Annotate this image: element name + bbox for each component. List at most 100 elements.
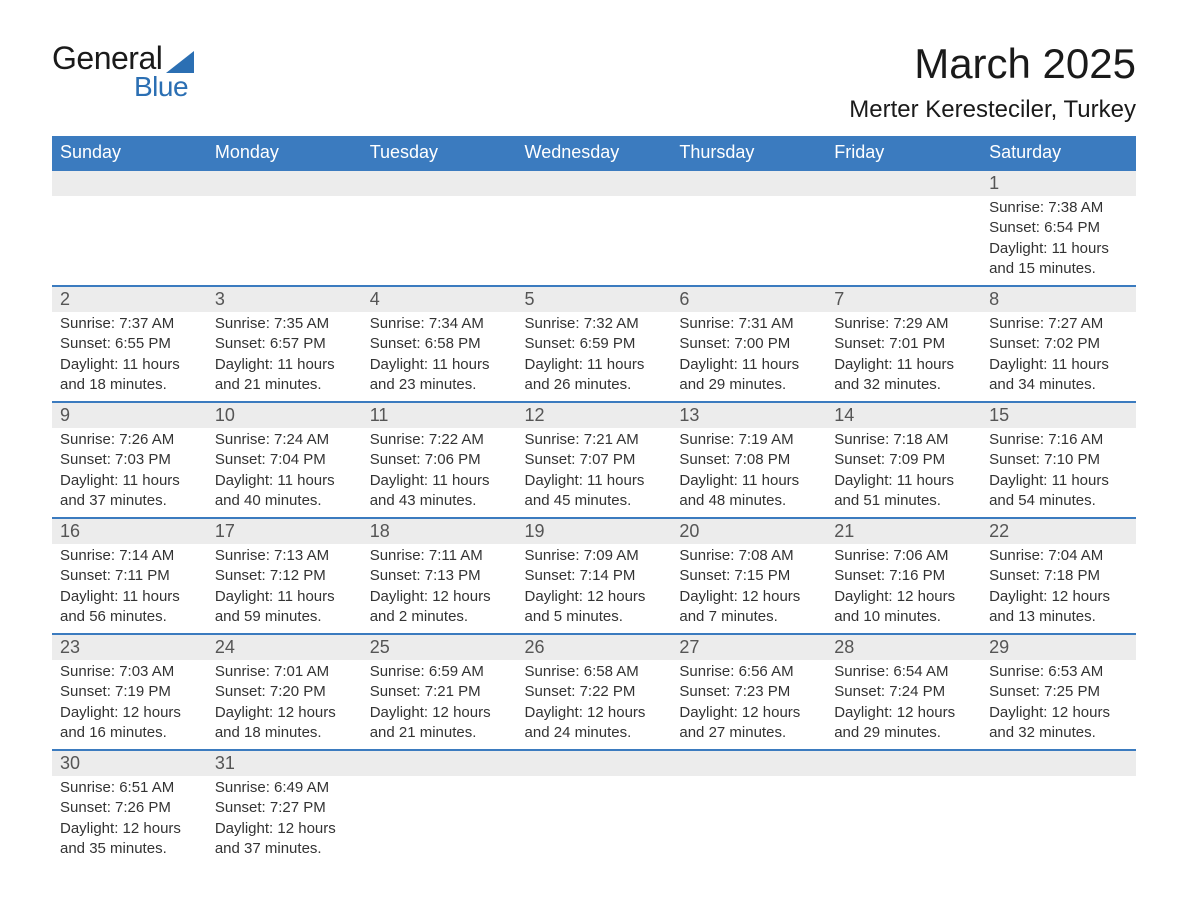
day-data-cell: Sunrise: 6:59 AMSunset: 7:21 PMDaylight:…: [362, 660, 517, 750]
day-number-cell: [671, 750, 826, 776]
day-number-row: 9101112131415: [52, 402, 1136, 428]
day-data-cell: [517, 776, 672, 865]
day-data-cell: Sunrise: 7:26 AMSunset: 7:03 PMDaylight:…: [52, 428, 207, 518]
day-data-cell: Sunrise: 7:34 AMSunset: 6:58 PMDaylight:…: [362, 312, 517, 402]
day-data-cell: Sunrise: 7:13 AMSunset: 7:12 PMDaylight:…: [207, 544, 362, 634]
sunrise-line: Sunrise: 7:01 AM: [215, 662, 354, 682]
sunrise-line: Sunrise: 6:53 AM: [989, 662, 1128, 682]
day-data-cell: Sunrise: 7:31 AMSunset: 7:00 PMDaylight:…: [671, 312, 826, 402]
day-number-cell: 5: [517, 286, 672, 312]
daylight-line: Daylight: 11 hours and 18 minutes.: [60, 355, 199, 396]
sunrise-line: Sunrise: 7:26 AM: [60, 430, 199, 450]
day-number-cell: [981, 750, 1136, 776]
day-data-cell: Sunrise: 7:22 AMSunset: 7:06 PMDaylight:…: [362, 428, 517, 518]
day-data-cell: Sunrise: 7:08 AMSunset: 7:15 PMDaylight:…: [671, 544, 826, 634]
day-data-cell: Sunrise: 7:04 AMSunset: 7:18 PMDaylight:…: [981, 544, 1136, 634]
day-number-cell: 16: [52, 518, 207, 544]
sunrise-line: Sunrise: 7:18 AM: [834, 430, 973, 450]
day-number-cell: 20: [671, 518, 826, 544]
sunrise-line: Sunrise: 7:27 AM: [989, 314, 1128, 334]
day-number-cell: [517, 170, 672, 196]
daylight-line: Daylight: 12 hours and 35 minutes.: [60, 819, 199, 860]
sunset-line: Sunset: 7:10 PM: [989, 450, 1128, 470]
day-data-cell: Sunrise: 7:16 AMSunset: 7:10 PMDaylight:…: [981, 428, 1136, 518]
day-number-row: 23242526272829: [52, 634, 1136, 660]
sunset-line: Sunset: 7:21 PM: [370, 682, 509, 702]
sunset-line: Sunset: 7:23 PM: [679, 682, 818, 702]
day-data-cell: Sunrise: 7:27 AMSunset: 7:02 PMDaylight:…: [981, 312, 1136, 402]
sunrise-line: Sunrise: 7:21 AM: [525, 430, 664, 450]
day-number-cell: 13: [671, 402, 826, 428]
day-number-cell: [362, 170, 517, 196]
sunrise-line: Sunrise: 6:59 AM: [370, 662, 509, 682]
sunset-line: Sunset: 7:19 PM: [60, 682, 199, 702]
day-number-cell: 30: [52, 750, 207, 776]
day-number-cell: 6: [671, 286, 826, 312]
day-data-cell: [671, 776, 826, 865]
sunrise-line: Sunrise: 7:37 AM: [60, 314, 199, 334]
day-header: Thursday: [671, 136, 826, 170]
sunrise-line: Sunrise: 7:19 AM: [679, 430, 818, 450]
daylight-line: Daylight: 11 hours and 23 minutes.: [370, 355, 509, 396]
daylight-line: Daylight: 11 hours and 43 minutes.: [370, 471, 509, 512]
day-data-row: Sunrise: 7:26 AMSunset: 7:03 PMDaylight:…: [52, 428, 1136, 518]
sunset-line: Sunset: 7:08 PM: [679, 450, 818, 470]
sunset-line: Sunset: 7:26 PM: [60, 798, 199, 818]
sunset-line: Sunset: 7:25 PM: [989, 682, 1128, 702]
day-number-cell: 10: [207, 402, 362, 428]
sunset-line: Sunset: 7:24 PM: [834, 682, 973, 702]
daylight-line: Daylight: 12 hours and 27 minutes.: [679, 703, 818, 744]
day-data-cell: [207, 196, 362, 286]
day-number-cell: [52, 170, 207, 196]
daylight-line: Daylight: 11 hours and 45 minutes.: [525, 471, 664, 512]
day-data-cell: Sunrise: 7:01 AMSunset: 7:20 PMDaylight:…: [207, 660, 362, 750]
sunset-line: Sunset: 7:16 PM: [834, 566, 973, 586]
day-number-cell: 1: [981, 170, 1136, 196]
day-data-cell: Sunrise: 7:19 AMSunset: 7:08 PMDaylight:…: [671, 428, 826, 518]
location: Merter Keresteciler, Turkey: [849, 96, 1136, 124]
sunrise-line: Sunrise: 7:29 AM: [834, 314, 973, 334]
sunset-line: Sunset: 7:04 PM: [215, 450, 354, 470]
sunset-line: Sunset: 7:09 PM: [834, 450, 973, 470]
day-data-row: Sunrise: 7:38 AMSunset: 6:54 PMDaylight:…: [52, 196, 1136, 286]
day-data-cell: Sunrise: 7:35 AMSunset: 6:57 PMDaylight:…: [207, 312, 362, 402]
day-number-cell: 24: [207, 634, 362, 660]
day-number-cell: 19: [517, 518, 672, 544]
daylight-line: Daylight: 12 hours and 21 minutes.: [370, 703, 509, 744]
sunset-line: Sunset: 6:58 PM: [370, 334, 509, 354]
day-data-cell: Sunrise: 6:53 AMSunset: 7:25 PMDaylight:…: [981, 660, 1136, 750]
sunrise-line: Sunrise: 7:09 AM: [525, 546, 664, 566]
day-data-cell: Sunrise: 7:06 AMSunset: 7:16 PMDaylight:…: [826, 544, 981, 634]
day-data-cell: [362, 196, 517, 286]
day-data-cell: Sunrise: 7:14 AMSunset: 7:11 PMDaylight:…: [52, 544, 207, 634]
day-number-cell: 31: [207, 750, 362, 776]
sunset-line: Sunset: 7:00 PM: [679, 334, 818, 354]
day-data-row: Sunrise: 7:37 AMSunset: 6:55 PMDaylight:…: [52, 312, 1136, 402]
day-number-cell: [362, 750, 517, 776]
sunrise-line: Sunrise: 7:34 AM: [370, 314, 509, 334]
daylight-line: Daylight: 11 hours and 51 minutes.: [834, 471, 973, 512]
sunrise-line: Sunrise: 7:22 AM: [370, 430, 509, 450]
day-header: Friday: [826, 136, 981, 170]
sunset-line: Sunset: 6:54 PM: [989, 218, 1128, 238]
day-number-cell: 7: [826, 286, 981, 312]
daylight-line: Daylight: 12 hours and 32 minutes.: [989, 703, 1128, 744]
day-number-cell: 22: [981, 518, 1136, 544]
day-number-row: 1: [52, 170, 1136, 196]
sunrise-line: Sunrise: 7:04 AM: [989, 546, 1128, 566]
sunrise-line: Sunrise: 7:13 AM: [215, 546, 354, 566]
daylight-line: Daylight: 11 hours and 56 minutes.: [60, 587, 199, 628]
sunset-line: Sunset: 7:01 PM: [834, 334, 973, 354]
sunset-line: Sunset: 7:06 PM: [370, 450, 509, 470]
sunrise-line: Sunrise: 7:14 AM: [60, 546, 199, 566]
sunrise-line: Sunrise: 7:08 AM: [679, 546, 818, 566]
sunset-line: Sunset: 7:22 PM: [525, 682, 664, 702]
day-number-cell: 8: [981, 286, 1136, 312]
day-data-cell: Sunrise: 7:32 AMSunset: 6:59 PMDaylight:…: [517, 312, 672, 402]
day-number-cell: [207, 170, 362, 196]
sunset-line: Sunset: 7:18 PM: [989, 566, 1128, 586]
day-number-row: 3031: [52, 750, 1136, 776]
daylight-line: Daylight: 12 hours and 2 minutes.: [370, 587, 509, 628]
sunrise-line: Sunrise: 7:32 AM: [525, 314, 664, 334]
sunset-line: Sunset: 7:20 PM: [215, 682, 354, 702]
